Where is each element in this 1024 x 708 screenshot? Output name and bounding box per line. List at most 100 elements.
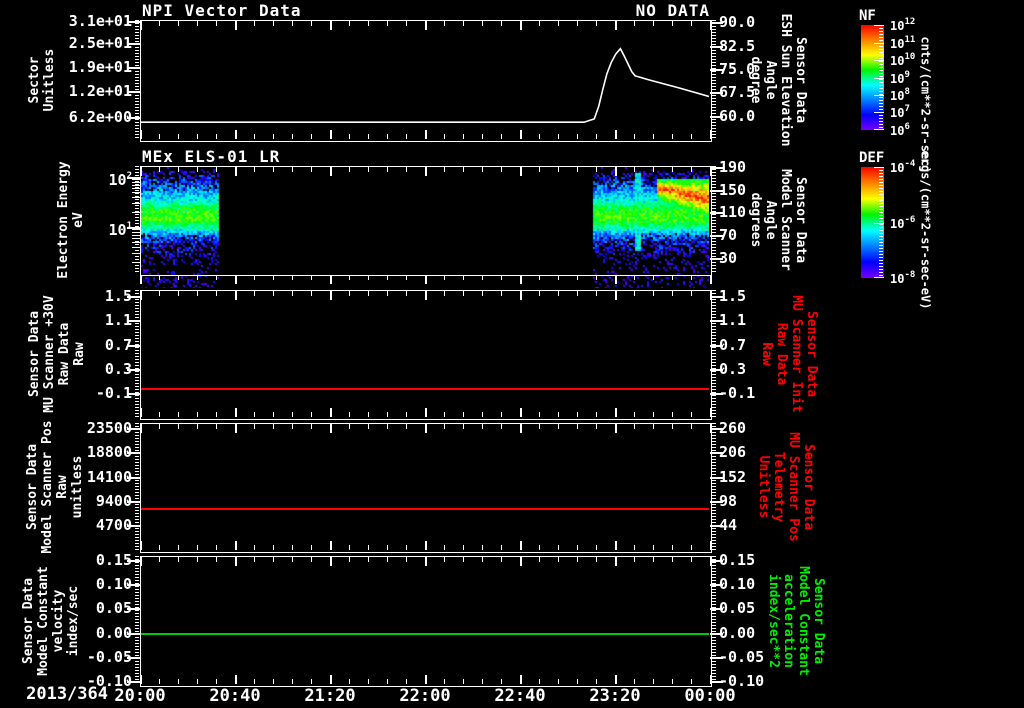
colorbar-major-tick bbox=[874, 167, 884, 168]
y-major-tick-right bbox=[710, 584, 723, 586]
model-scanner-pos-x-tick bbox=[159, 424, 160, 429]
model-constant-x-tick bbox=[330, 557, 332, 566]
mu-scanner-30v-x-tick bbox=[254, 412, 255, 417]
mu-scanner-30v-x-tick bbox=[197, 291, 198, 296]
model-scanner-pos-x-tick bbox=[482, 545, 483, 550]
y-tick-label-right: 60.0 bbox=[719, 107, 756, 125]
axis-title-line: Sensor Data bbox=[811, 577, 826, 665]
colorbar-tick-label: 107 bbox=[890, 104, 910, 120]
power-base: 10 bbox=[890, 272, 905, 286]
model-constant-x-tick bbox=[425, 675, 427, 684]
mu-scanner-30v-x-tick bbox=[501, 412, 502, 417]
y-major-tick-left bbox=[127, 67, 140, 69]
npi-vector-x-tick bbox=[178, 134, 179, 139]
mex-els-x-tick bbox=[615, 167, 617, 176]
model-scanner-pos-x-tick bbox=[406, 545, 407, 550]
power-base: 10 bbox=[890, 217, 905, 231]
y-tick-label-right: 206 bbox=[719, 443, 747, 461]
mex-els-x-tick bbox=[140, 275, 142, 284]
y-major-tick-left bbox=[127, 501, 140, 503]
mex-els-x-tick bbox=[520, 275, 522, 284]
axis-title-line: index/sec**2 bbox=[766, 574, 781, 668]
model-constant-x-tick bbox=[387, 557, 388, 562]
mex-els-x-tick bbox=[539, 275, 540, 280]
model-constant-x-tick bbox=[463, 557, 464, 562]
mu-scanner-30v-x-tick bbox=[235, 291, 237, 300]
y-tick-label-right: 30 bbox=[719, 249, 738, 267]
model-scanner-pos-x-tick bbox=[235, 424, 237, 433]
model-scanner-pos-x-tick bbox=[596, 545, 597, 550]
mu-scanner-30v-x-tick bbox=[691, 412, 692, 417]
mex-els-x-tick bbox=[463, 167, 464, 172]
mu-scanner-30v-x-tick bbox=[615, 291, 617, 300]
mex-els-x-tick bbox=[387, 167, 388, 172]
y-tick-label-left: 0.3 bbox=[104, 360, 132, 378]
y-tick-label-right: 0.15 bbox=[719, 551, 756, 569]
npi-vector-x-tick bbox=[254, 134, 255, 139]
status-note: NO DATA bbox=[635, 1, 710, 20]
right-axis-title-model-scanner-pos-text: Sensor Data MU Scanner Pos Telemetry Unitle… bbox=[756, 432, 816, 542]
model-constant-x-tick bbox=[539, 679, 540, 684]
mu-scanner-30v-x-tick bbox=[140, 291, 142, 300]
model-constant-x-tick bbox=[140, 557, 142, 566]
x-axis-date-label: 2013/364 bbox=[26, 684, 108, 704]
mu-scanner-30v-x-tick bbox=[368, 291, 369, 296]
npi-vector-x-tick bbox=[273, 134, 274, 139]
model-scanner-pos-x-tick bbox=[330, 541, 332, 550]
model-scanner-pos-x-tick bbox=[463, 545, 464, 550]
y-tick-label-right: 0.05 bbox=[719, 599, 756, 617]
mex-els-x-tick bbox=[463, 275, 464, 280]
model-scanner-pos-x-tick bbox=[178, 545, 179, 550]
npi-vector-x-tick bbox=[634, 134, 635, 139]
y-log-minor-tick bbox=[132, 212, 140, 213]
y-log-minor-tick bbox=[132, 192, 140, 193]
axis-title-line: Unitless bbox=[42, 48, 57, 112]
y-tick-label-left: 1.5 bbox=[104, 287, 132, 305]
mu-scanner-30v-x-tick bbox=[558, 412, 559, 417]
npi-vector-x-tick bbox=[292, 134, 293, 139]
mex-els-x-tick bbox=[197, 167, 198, 172]
model-scanner-pos-x-tick bbox=[273, 545, 274, 550]
mex-els-x-tick bbox=[216, 275, 217, 280]
npi-vector-x-tick bbox=[387, 134, 388, 139]
panel-title-mex-els: MEx ELS-01 LR bbox=[142, 147, 281, 166]
mu-scanner-30v-x-tick bbox=[387, 291, 388, 296]
y-tick-label-left: 18800 bbox=[86, 443, 132, 461]
y-axis-minor-ticks-left bbox=[135, 290, 139, 418]
y-major-tick-right bbox=[710, 320, 723, 322]
mex-els-x-tick bbox=[710, 167, 712, 176]
colorbar-tick-label: 1011 bbox=[890, 35, 915, 51]
plot-border-model-constant bbox=[140, 556, 712, 687]
axis-title-line: Raw bbox=[72, 342, 87, 366]
npi-vector-x-tick bbox=[140, 21, 142, 30]
colorbar-tick-label: 10-4 bbox=[890, 159, 915, 175]
y-major-tick-left bbox=[127, 296, 140, 298]
y-major-tick-right bbox=[710, 92, 723, 94]
mex-els-x-tick bbox=[596, 275, 597, 280]
y-log-minor-tick bbox=[132, 242, 140, 243]
model-scanner-pos-x-tick bbox=[197, 424, 198, 429]
mex-els-x-tick bbox=[406, 167, 407, 172]
axis-title-line: MU Scanner Init bbox=[789, 295, 804, 413]
series-line-mu-scanner-raw bbox=[141, 388, 709, 390]
y-log-minor-tick bbox=[132, 247, 140, 248]
colorbar-tick-label: 10-6 bbox=[890, 215, 915, 231]
axis-title-line: Sensor Data bbox=[27, 310, 42, 398]
model-scanner-pos-x-tick bbox=[273, 424, 274, 429]
model-constant-x-tick bbox=[178, 557, 179, 562]
mex-els-x-tick bbox=[558, 167, 559, 172]
npi-vector-x-tick bbox=[482, 21, 483, 26]
y-major-tick-left bbox=[127, 43, 140, 45]
mex-els-x-tick bbox=[558, 275, 559, 280]
model-scanner-pos-x-tick bbox=[330, 424, 332, 433]
npi-vector-x-tick bbox=[140, 130, 142, 139]
npi-vector-x-tick bbox=[368, 21, 369, 26]
y-major-tick-right bbox=[710, 501, 723, 503]
model-constant-x-tick bbox=[634, 679, 635, 684]
model-constant-x-tick bbox=[216, 679, 217, 684]
y-tick-label-left: 1.1 bbox=[104, 311, 132, 329]
axis-title-line: Electron Energy bbox=[56, 161, 71, 279]
y-major-tick-right bbox=[710, 560, 723, 562]
model-scanner-pos-x-tick bbox=[482, 424, 483, 429]
mu-scanner-30v-x-tick bbox=[482, 291, 483, 296]
